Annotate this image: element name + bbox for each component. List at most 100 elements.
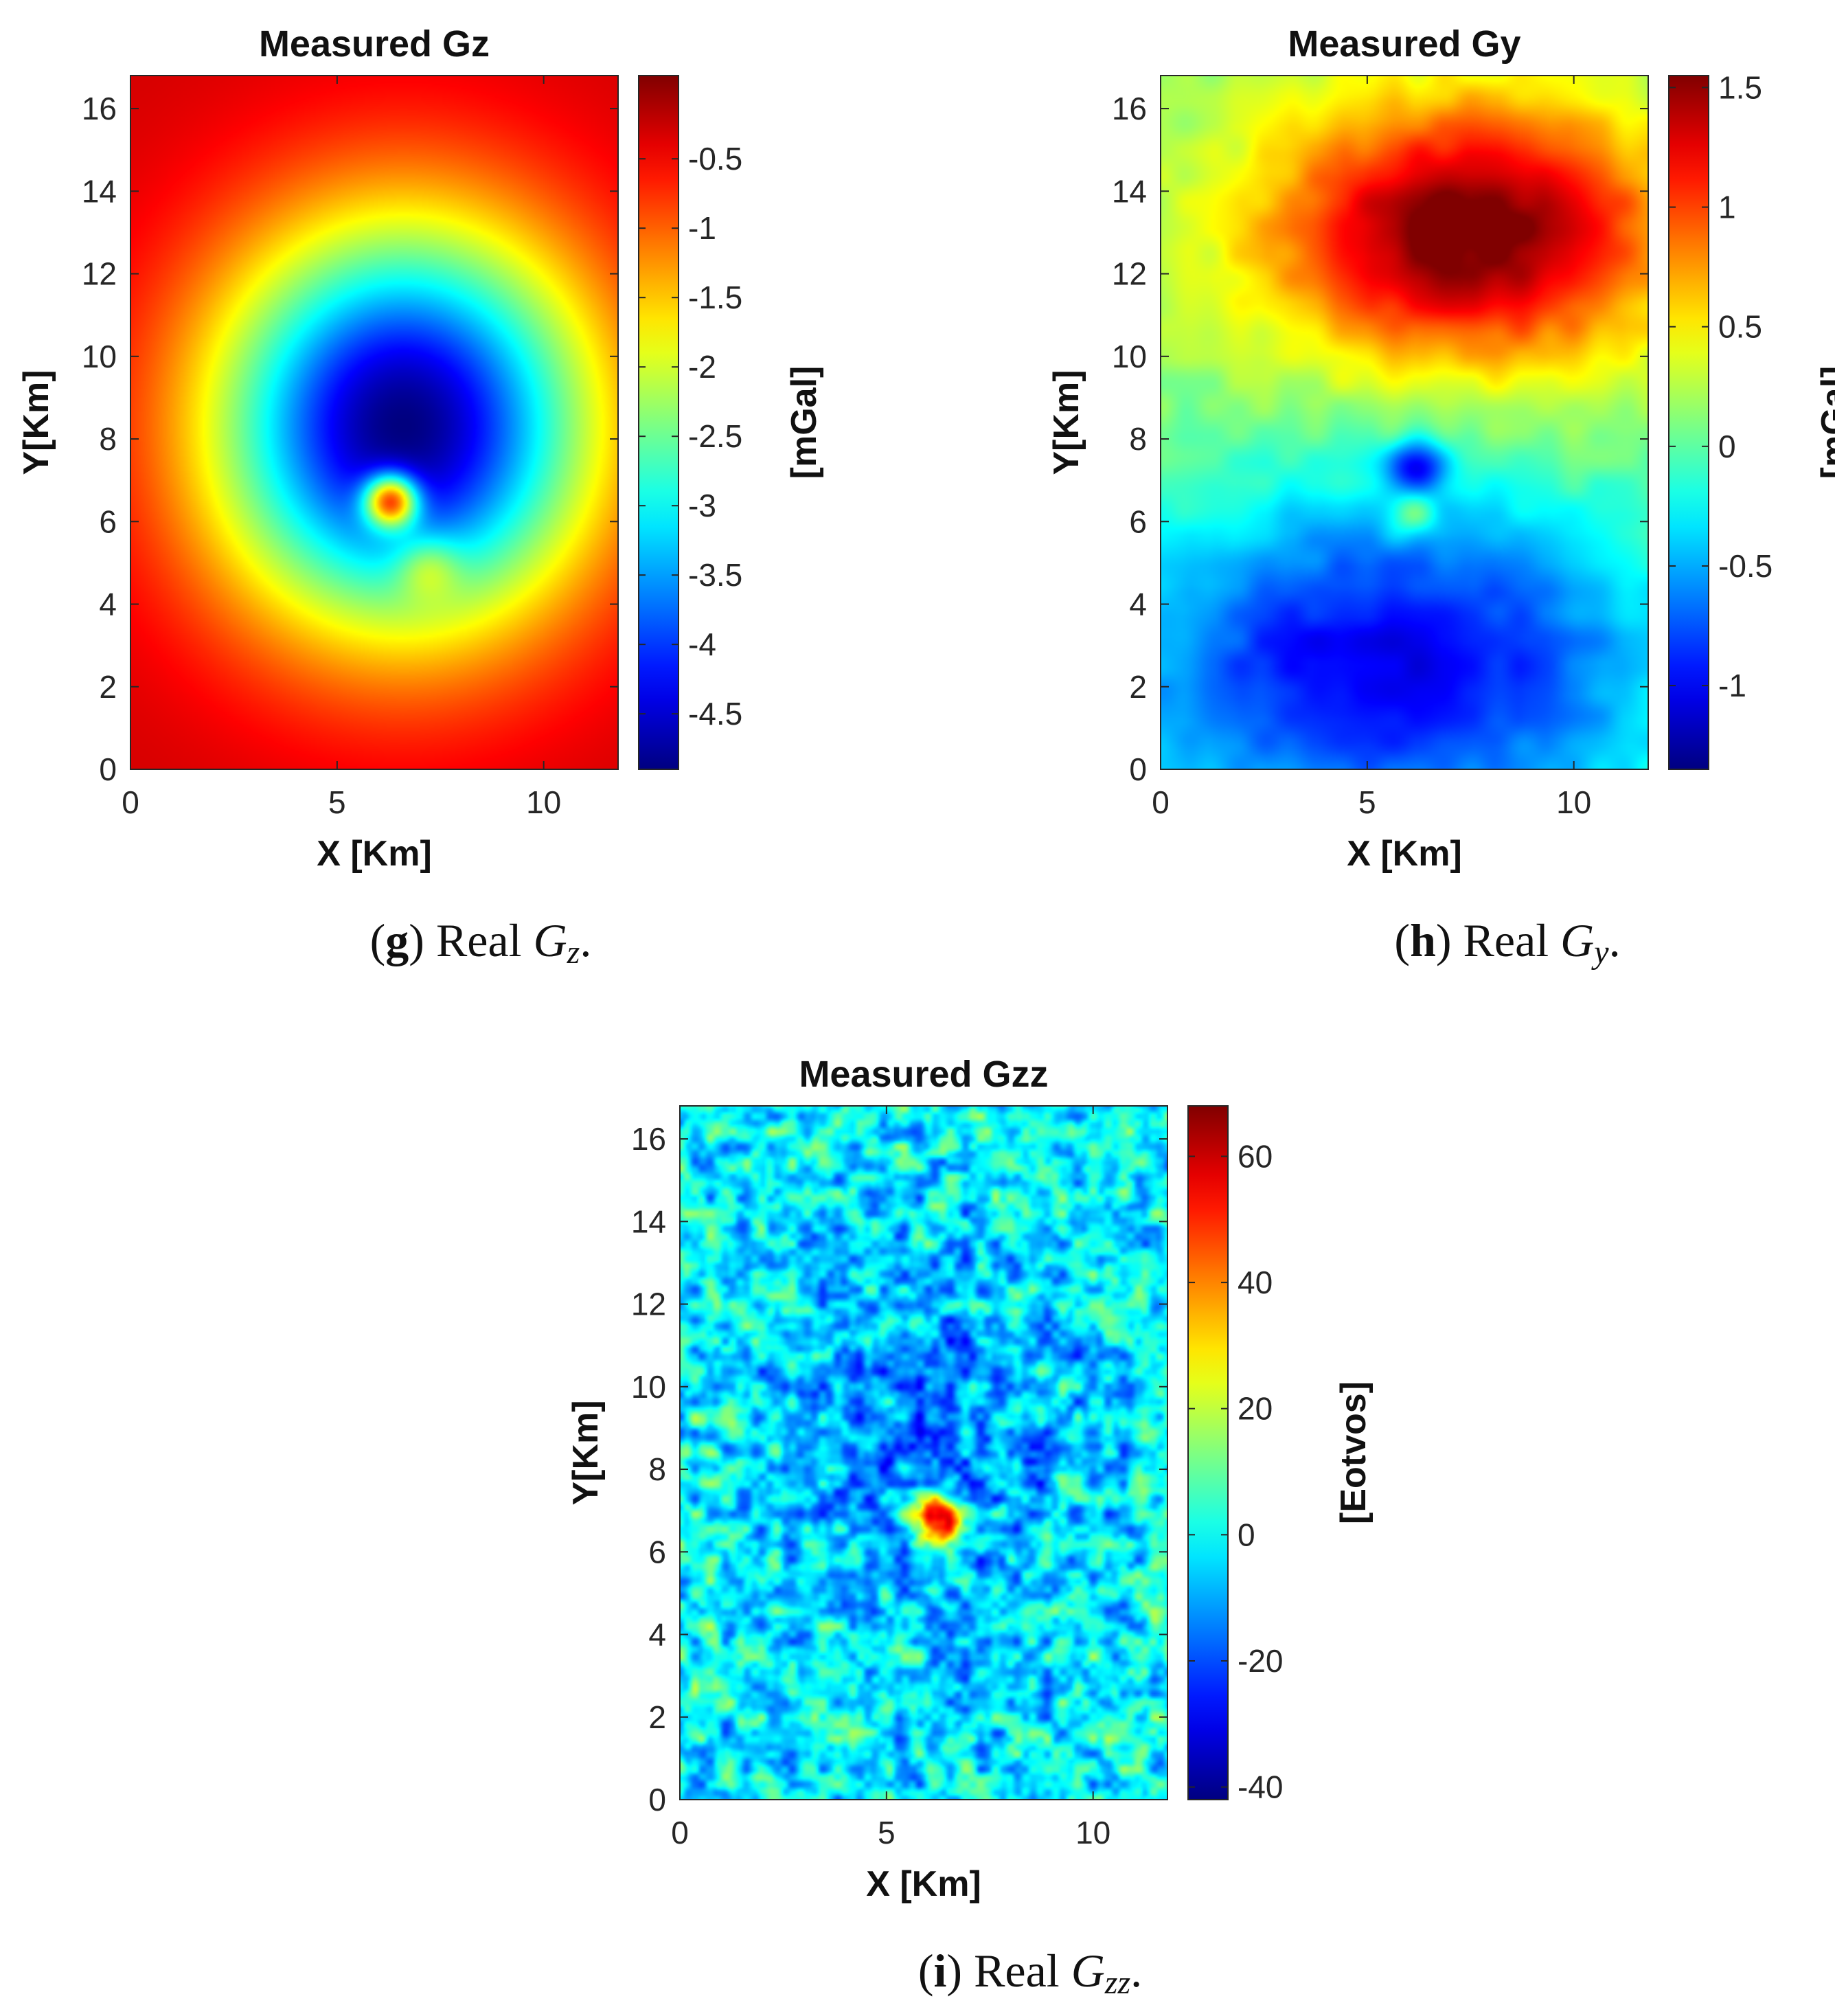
colorbar-tick-label: -20 <box>1238 1643 1283 1679</box>
colorbar-tick-label: 1.5 <box>1718 69 1762 105</box>
colorbar-tick-label: 20 <box>1238 1391 1273 1427</box>
colorbar-tick-label: 0 <box>1238 1517 1255 1552</box>
x-tick-label: 0 <box>671 1815 689 1850</box>
y-tick-label: 6 <box>1129 503 1147 539</box>
y-tick-label: 0 <box>648 1782 666 1817</box>
x-axis-label: X [Km] <box>317 834 432 874</box>
chart-panel-gzz: Measured Gzz 0 5 10 0 2 4 6 8 10 12 14 16 X [Km] Y[Km]… <box>549 1030 1442 1944</box>
y-tick-label: 10 <box>82 339 117 374</box>
plot-frame <box>130 75 619 770</box>
colorbar-tick-label: -0.5 <box>1718 548 1773 584</box>
caption-subscript: y <box>1594 934 1609 971</box>
x-axis-label: X [Km] <box>1347 834 1462 874</box>
heatmap-image <box>1161 76 1648 769</box>
caption-subscript: zz <box>1104 1964 1131 2001</box>
caption-symbol: G <box>533 914 567 966</box>
chart-panel-gy: Measured Gy 0 5 10 0 2 4 6 8 10 12 14 16 X [Km] Y[Km] 1… <box>1030 0 1835 914</box>
x-tick-label: 0 <box>122 784 139 820</box>
caption-symbol: G <box>1560 914 1595 966</box>
caption-letter: h <box>1410 914 1436 966</box>
x-axis-label: X [Km] <box>866 1864 981 1904</box>
x-tick-label: 5 <box>1358 784 1376 820</box>
x-tick-label: 5 <box>328 784 346 820</box>
colorbar <box>1187 1105 1229 1800</box>
colorbar-tick-label: -3 <box>688 488 716 523</box>
y-tick-label: 6 <box>99 503 117 539</box>
colorbar-tick-label: -0.5 <box>688 141 742 177</box>
heatmap-image <box>680 1106 1167 1800</box>
y-tick-label: 4 <box>1129 587 1147 622</box>
y-tick-label: 16 <box>82 91 117 126</box>
chart-gzz: Measured Gzz 0 5 10 0 2 4 6 8 10 12 14 16 X [Km] Y[Km]… <box>566 1054 1374 1904</box>
y-axis-label: Y[Km] <box>16 370 56 475</box>
y-axis-label: Y[Km] <box>1047 370 1086 475</box>
y-tick-label: 12 <box>82 256 117 292</box>
y-tick-label: 14 <box>1112 173 1147 209</box>
y-tick-label: 4 <box>648 1617 666 1653</box>
chart-gz: Measured Gz 0 5 10 0 2 4 6 8 10 12 14 16 X [Km] Y[Km] -… <box>16 23 824 874</box>
caption-subscript: z <box>567 934 580 971</box>
y-tick-label: 16 <box>631 1121 666 1157</box>
colorbar-tick-label: 0.5 <box>1718 309 1762 345</box>
colorbar <box>1668 75 1709 770</box>
caption-text: Real <box>1451 914 1561 966</box>
chart-title: Measured Gzz <box>799 1054 1048 1095</box>
heatmap-image <box>130 76 618 769</box>
caption-gy: (h) Real Gy. <box>1394 914 1621 971</box>
colorbar-tick-label: 40 <box>1238 1265 1273 1300</box>
y-tick-label: 4 <box>99 587 117 622</box>
y-tick-label: 14 <box>82 173 117 209</box>
caption-end: . <box>580 914 592 966</box>
caption-end: . <box>1130 1945 1143 1997</box>
x-tick-label: 10 <box>1556 784 1591 820</box>
colorbar-tick-label: -4 <box>688 626 716 662</box>
colorbar-tick-label: -1 <box>1718 668 1746 703</box>
colorbar-tick-label: 60 <box>1238 1138 1273 1174</box>
caption-symbol: G <box>1071 1945 1105 1997</box>
caption-gzz: (i) Real Gzz. <box>918 1945 1143 2001</box>
x-tick-label: 0 <box>1152 784 1170 820</box>
y-tick-label: 2 <box>1129 669 1147 705</box>
y-axis-label: Y[Km] <box>566 1400 606 1505</box>
colorbar-label: [mGal] <box>1814 366 1835 479</box>
y-tick-label: 14 <box>631 1203 666 1239</box>
y-tick-label: 8 <box>99 421 117 457</box>
y-tick-label: 8 <box>648 1451 666 1487</box>
plot-frame <box>1160 75 1649 770</box>
colorbar-tick-label: -4.5 <box>688 696 742 732</box>
x-tick-label: 10 <box>526 784 561 820</box>
colorbar-tick-label: -1 <box>688 210 716 246</box>
x-tick-label: 5 <box>878 1815 896 1850</box>
caption-text: Real <box>424 914 534 966</box>
y-tick-label: 2 <box>648 1699 666 1735</box>
chart-title: Measured Gz <box>259 23 490 65</box>
plot-frame <box>679 1105 1168 1800</box>
y-tick-label: 0 <box>1129 751 1147 787</box>
chart-title: Measured Gy <box>1288 23 1520 65</box>
y-tick-label: 10 <box>631 1369 666 1405</box>
y-tick-label: 10 <box>1112 339 1147 374</box>
caption-gz: (g) Real Gz. <box>369 914 592 971</box>
colorbar-label: [Eotvos] <box>1334 1381 1374 1524</box>
caption-end: . <box>1608 914 1621 966</box>
colorbar-tick-label: -3.5 <box>688 557 742 593</box>
caption-letter: i <box>933 1945 947 1997</box>
y-tick-label: 12 <box>1112 256 1147 292</box>
caption-letter: g <box>385 914 409 966</box>
colorbar-label: [mGal] <box>784 366 824 479</box>
y-tick-label: 6 <box>648 1534 666 1570</box>
colorbar-tick-label: -2.5 <box>688 418 742 454</box>
y-tick-label: 12 <box>631 1287 666 1322</box>
colorbar <box>638 75 679 770</box>
y-tick-label: 8 <box>1129 421 1147 457</box>
colorbar-tick-label: -40 <box>1238 1769 1283 1805</box>
chart-panel-gz: Measured Gz 0 5 10 0 2 4 6 8 10 12 14 16 X [Km] Y[Km] -… <box>0 0 893 914</box>
colorbar-tick-label: 0 <box>1718 429 1736 464</box>
colorbar-tick-label: 1 <box>1718 190 1736 225</box>
colorbar-tick-label: -1.5 <box>688 280 742 315</box>
y-tick-label: 2 <box>99 669 117 705</box>
y-tick-label: 16 <box>1112 91 1147 126</box>
x-tick-label: 10 <box>1075 1815 1110 1850</box>
colorbar-tick-label: -2 <box>688 349 716 385</box>
